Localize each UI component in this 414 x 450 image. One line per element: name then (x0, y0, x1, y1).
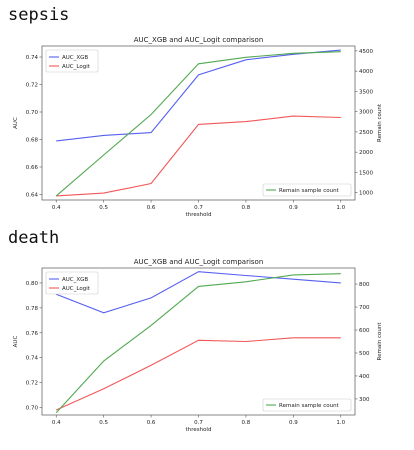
y-tick-label: 0.76 (26, 331, 39, 337)
y2-tick-label: 1000 (359, 191, 373, 197)
x-tick-label: 0.5 (99, 205, 108, 211)
series-line-remain-sample-count (56, 274, 341, 413)
y-tick-label: 0.78 (26, 306, 39, 312)
y2-tick-label: 3000 (359, 110, 373, 116)
y2-axis-label: Remain count (377, 103, 383, 142)
legend-label: AUC_Logit (62, 286, 91, 292)
x-tick-label: 0.6 (147, 205, 156, 211)
legend-label: AUC_XGB (62, 277, 88, 283)
x-tick-label: 0.9 (289, 205, 298, 211)
y2-tick-label: 600 (359, 328, 370, 334)
x-tick-label: 0.6 (147, 420, 156, 426)
y2-tick-label: 300 (359, 397, 370, 403)
y2-axis-label: Remain count (377, 322, 383, 361)
x-tick-label: 1.0 (336, 420, 345, 426)
y2-tick-label: 2500 (359, 130, 373, 136)
death-chart: AUC_XGB and AUC_Logit comparison 0.4 0.5 0.… (0, 255, 414, 450)
y2-tick-label: 800 (359, 282, 370, 288)
x-axis-label: threshold (186, 427, 212, 433)
y2-tick-label: 400 (359, 374, 370, 380)
y-tick-label: 0.70 (26, 110, 39, 116)
x-tick-label: 0.9 (289, 420, 298, 426)
legend-label: AUC_XGB (62, 55, 88, 61)
x-tick-label: 0.7 (194, 205, 203, 211)
y-axis-label: AUC (13, 336, 19, 348)
sepsis-heading: sepsis (8, 5, 69, 25)
series-line-auc-xgb (56, 272, 341, 313)
y2-tick-label: 2000 (359, 150, 373, 156)
legend-label: Remain sample count (279, 403, 340, 409)
legend-label: AUC_Logit (62, 64, 91, 70)
y2-tick-label: 4000 (359, 69, 373, 75)
y-tick-label: 0.80 (26, 281, 39, 287)
sepsis-chart: AUC_XGB and AUC_Logit comparison 0.4 0.5 0.… (0, 33, 414, 233)
y-tick-label: 0.66 (26, 165, 39, 171)
y-tick-label: 0.68 (26, 138, 39, 144)
y-tick-label: 0.74 (26, 55, 39, 61)
y2-tick-label: 1500 (359, 170, 373, 176)
y-tick-label: 0.70 (26, 406, 39, 412)
x-axis-label: threshold (186, 212, 212, 218)
y-axis-label: AUC (13, 117, 19, 129)
y2-tick-label: 700 (359, 305, 370, 311)
death-heading: death (8, 228, 59, 248)
x-tick-label: 0.8 (242, 205, 251, 211)
legend-label: Remain sample count (279, 188, 340, 194)
y2-tick-label: 4500 (359, 49, 373, 55)
chart-title: AUC_XGB and AUC_Logit comparison (134, 258, 264, 266)
series-line-remain-sample-count (56, 52, 341, 196)
y-tick-label: 0.72 (26, 381, 38, 387)
x-tick-label: 1.0 (336, 205, 345, 211)
y-tick-label: 0.74 (26, 356, 39, 362)
x-tick-label: 0.5 (99, 420, 108, 426)
chart-title: AUC_XGB and AUC_Logit comparison (134, 36, 264, 44)
x-tick-label: 0.4 (52, 205, 61, 211)
y-tick-label: 0.64 (26, 193, 39, 199)
x-tick-label: 0.8 (242, 420, 251, 426)
x-tick-label: 0.4 (52, 420, 61, 426)
y2-tick-label: 3500 (359, 89, 373, 95)
x-tick-label: 0.7 (194, 420, 203, 426)
y2-tick-label: 500 (359, 351, 370, 357)
y-tick-label: 0.72 (26, 83, 38, 89)
